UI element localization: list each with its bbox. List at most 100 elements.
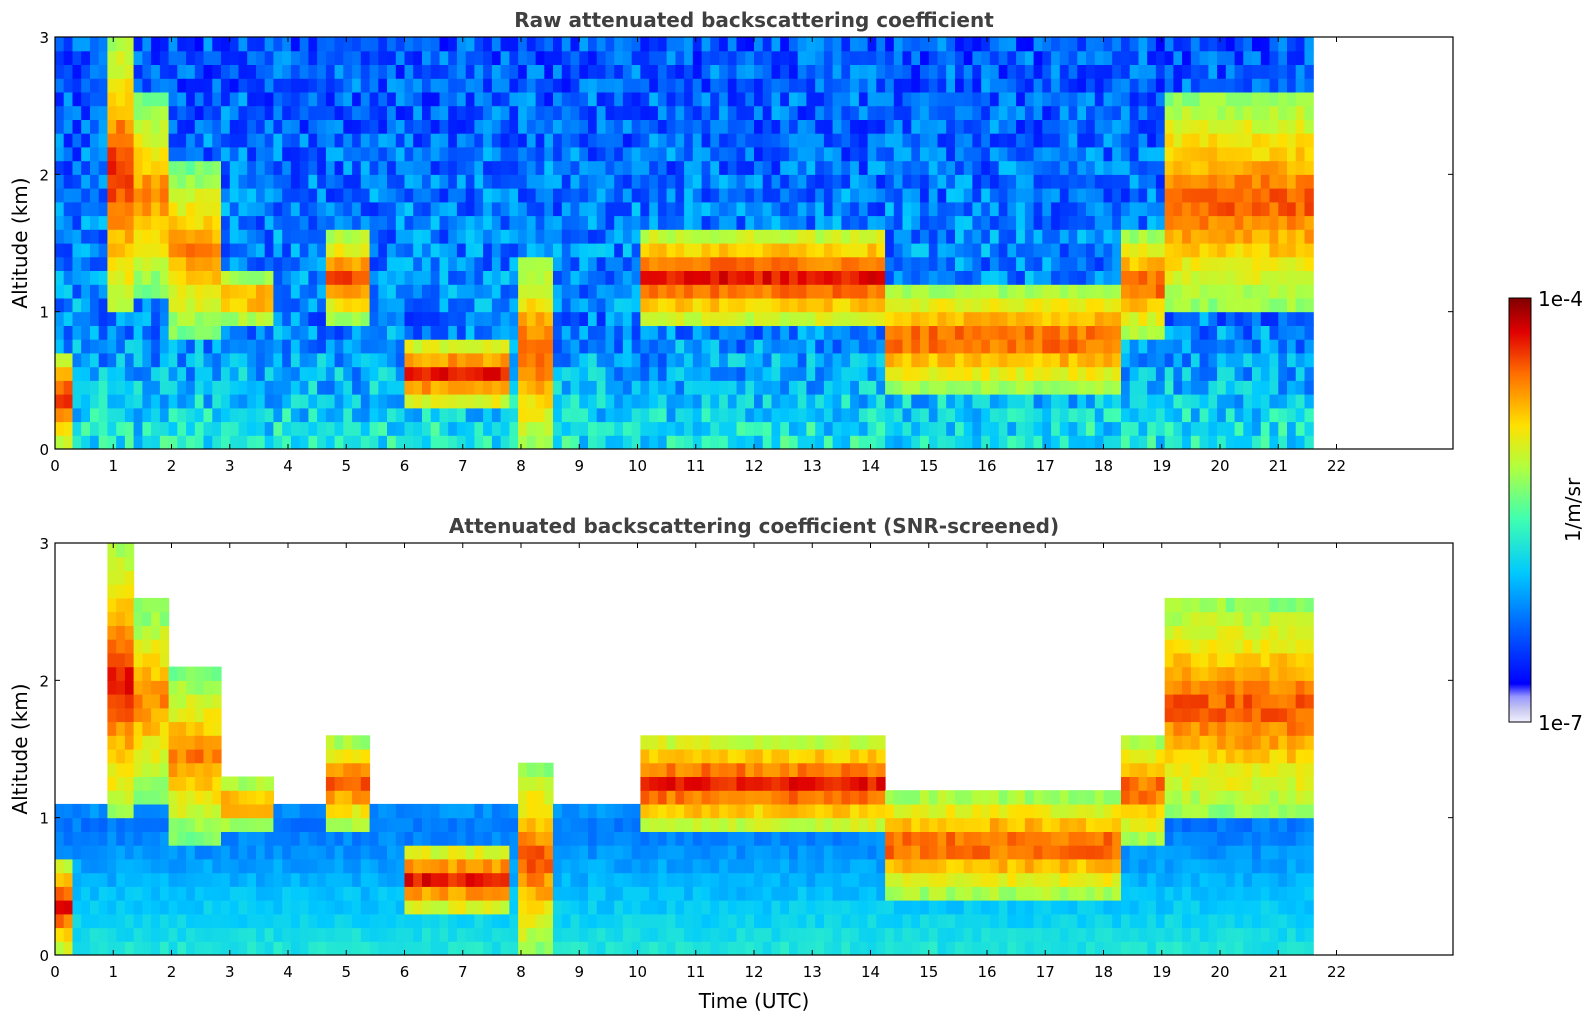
heatmap-cell xyxy=(124,146,135,162)
heatmap-cell xyxy=(212,366,222,381)
heatmap-cell xyxy=(1164,174,1174,189)
heatmap-cell xyxy=(754,105,764,120)
heatmap-cell xyxy=(247,325,257,340)
heatmap-cell xyxy=(666,133,676,148)
heatmap-cell xyxy=(456,325,467,340)
heatmap-cell xyxy=(299,913,309,929)
heatmap-cell xyxy=(159,652,170,668)
heatmap-cell xyxy=(1016,243,1026,258)
heatmap-cell xyxy=(229,394,240,409)
heatmap-cell xyxy=(684,421,694,436)
heatmap-cell xyxy=(1121,146,1131,162)
heatmap-cell xyxy=(893,78,904,93)
heatmap-cell xyxy=(142,776,152,791)
heatmap-cell xyxy=(369,243,379,258)
heatmap-cell xyxy=(116,831,126,846)
heatmap-cell xyxy=(727,229,738,244)
heatmap-cell xyxy=(876,105,886,120)
heatmap-cell xyxy=(404,160,414,175)
heatmap-cell xyxy=(815,352,825,368)
heatmap-cell xyxy=(1112,339,1122,354)
heatmap-cell xyxy=(684,133,694,148)
heatmap-cell xyxy=(762,243,772,258)
heatmap-cell xyxy=(413,325,423,340)
heatmap-cell xyxy=(491,50,502,65)
heatmap-cell xyxy=(1007,380,1017,395)
heatmap-cell xyxy=(221,900,231,915)
heatmap-cell xyxy=(430,297,440,313)
heatmap-cell xyxy=(1295,339,1305,354)
heatmap-cell xyxy=(142,611,152,626)
heatmap-cell xyxy=(981,201,991,217)
heatmap-cell xyxy=(1260,284,1271,299)
heatmap-cell xyxy=(1182,256,1192,271)
heatmap-cell xyxy=(841,119,851,134)
heatmap-cell xyxy=(963,64,973,79)
heatmap-cell xyxy=(867,407,877,423)
heatmap-cell xyxy=(1173,37,1183,52)
heatmap-cell xyxy=(142,913,152,929)
heatmap-cell xyxy=(920,339,930,354)
heatmap-cell xyxy=(972,284,982,299)
heatmap-cell xyxy=(902,352,912,368)
heatmap-cell xyxy=(1129,339,1139,354)
heatmap-cell xyxy=(1252,64,1262,79)
heatmap-cell xyxy=(116,872,126,887)
heatmap-cell xyxy=(657,339,668,354)
heatmap-cell xyxy=(867,174,877,189)
heatmap-cell xyxy=(841,229,851,244)
heatmap-cell xyxy=(701,188,711,203)
heatmap-cell xyxy=(1199,325,1209,340)
heatmap-cell xyxy=(159,160,170,175)
heatmap-cell xyxy=(1304,146,1314,162)
heatmap-cell xyxy=(264,394,274,409)
heatmap-cell xyxy=(841,188,851,203)
heatmap-cell xyxy=(1094,119,1105,134)
heatmap-cell xyxy=(1225,119,1236,134)
heatmap-cell xyxy=(649,243,659,258)
heatmap-cell xyxy=(754,160,764,175)
heatmap-cell xyxy=(955,188,965,203)
heatmap-cell xyxy=(937,188,947,203)
heatmap-cell xyxy=(343,790,353,805)
heatmap-cell xyxy=(1173,311,1183,326)
heatmap-cell xyxy=(334,352,344,368)
heatmap-cell xyxy=(1173,394,1183,409)
heatmap-cell xyxy=(1295,352,1305,368)
heatmap-cell xyxy=(684,380,694,395)
heatmap-cell xyxy=(1059,133,1070,148)
heatmap-cell xyxy=(238,297,248,313)
heatmap-cell xyxy=(1173,119,1183,134)
heatmap-cell xyxy=(701,284,711,299)
heatmap-cell xyxy=(107,229,117,244)
heatmap-cell xyxy=(1278,215,1288,230)
heatmap-cell xyxy=(264,941,274,955)
heatmap-cell xyxy=(308,900,318,915)
heatmap-cell xyxy=(588,394,598,409)
heatmap-cell xyxy=(1208,421,1218,436)
heatmap-cell xyxy=(727,64,738,79)
heatmap-cell xyxy=(692,243,703,258)
heatmap-cell xyxy=(657,394,668,409)
heatmap-cell xyxy=(194,735,205,750)
heatmap-cell xyxy=(806,133,816,148)
heatmap-cell xyxy=(98,311,108,326)
heatmap-cell xyxy=(771,229,781,244)
heatmap-cell xyxy=(282,133,292,148)
heatmap-cell xyxy=(806,105,816,120)
heatmap-cell xyxy=(256,831,266,846)
heatmap-cell xyxy=(1173,188,1183,203)
heatmap-cell xyxy=(177,284,187,299)
heatmap-cell xyxy=(133,37,143,52)
heatmap-cell xyxy=(168,900,178,915)
heatmap-cell xyxy=(229,174,240,189)
heatmap-cell xyxy=(413,133,423,148)
heatmap-cell xyxy=(282,817,292,832)
heatmap-cell xyxy=(762,407,772,423)
heatmap-cell xyxy=(133,872,143,887)
heatmap-cell xyxy=(1243,421,1253,436)
heatmap-cell xyxy=(264,366,274,381)
heatmap-cell xyxy=(666,407,676,423)
heatmap-cell xyxy=(1077,284,1087,299)
heatmap-cell xyxy=(55,886,65,901)
